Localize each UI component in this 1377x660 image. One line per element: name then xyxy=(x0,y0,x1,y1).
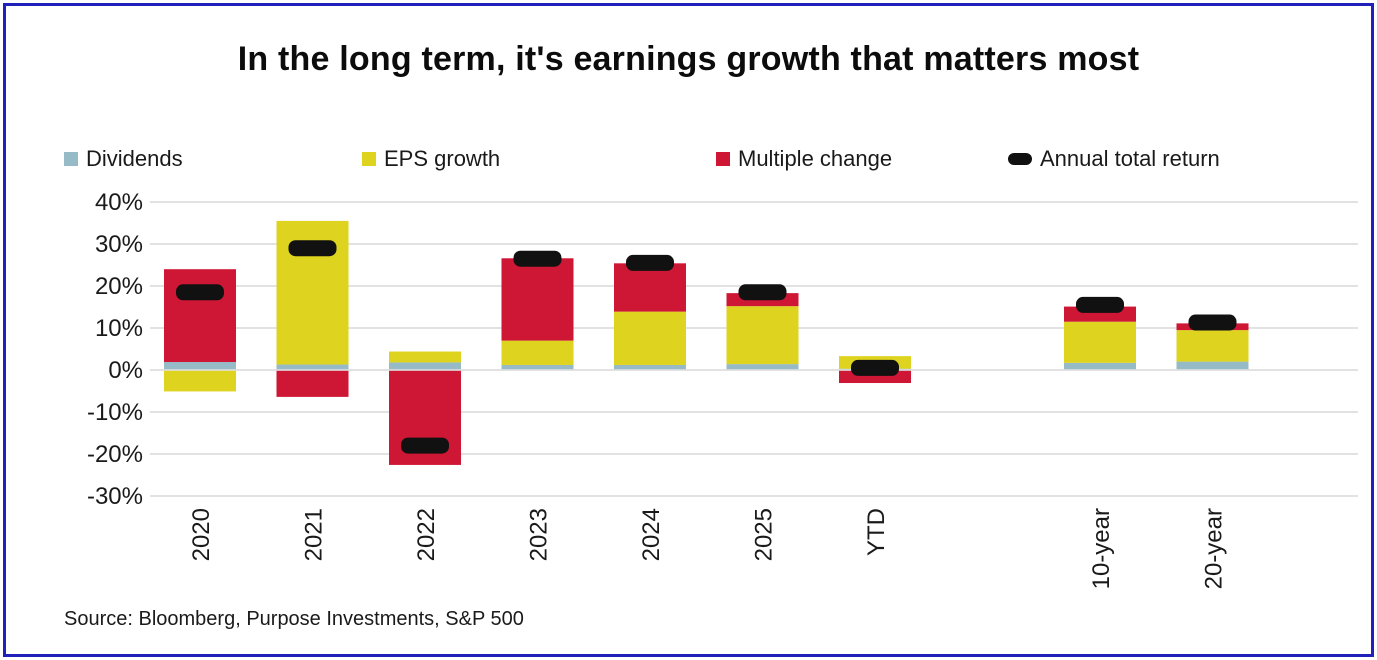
bar-segment xyxy=(164,370,236,392)
x-axis-category-label: 2021 xyxy=(301,508,328,561)
multiple-change-swatch-icon xyxy=(716,152,730,166)
bar-segment xyxy=(501,340,574,365)
bar-segment xyxy=(726,306,799,365)
annual-total-return-swatch-icon xyxy=(1008,153,1032,165)
legend-label-annual-total-return: Annual total return xyxy=(1040,146,1220,171)
dividends-swatch-icon xyxy=(64,152,78,166)
chart-title: In the long term, it's earnings growth t… xyxy=(237,40,1140,78)
bar-segment xyxy=(1064,321,1136,363)
bar-segment xyxy=(1064,362,1136,370)
eps-growth-swatch-icon xyxy=(362,152,376,166)
bar-segment xyxy=(614,364,686,370)
annual-total-return-marker xyxy=(513,250,562,267)
legend-label-multiple-change: Multiple change xyxy=(738,146,893,171)
x-axis-category-label: YTD xyxy=(863,508,890,556)
annual-total-return-marker xyxy=(851,359,899,376)
x-axis-category-label: 2023 xyxy=(526,508,553,561)
bar-segment xyxy=(614,311,686,365)
annual-total-return-marker xyxy=(176,284,224,301)
bar-segment xyxy=(276,370,349,397)
annual-total-return-marker xyxy=(288,240,337,257)
y-axis-tick-label: 0% xyxy=(108,357,143,384)
x-axis-category-label: 2022 xyxy=(413,508,440,561)
legend-label-dividends: Dividends xyxy=(86,146,183,171)
legend-item-annual-total-return: Annual total return xyxy=(1008,146,1220,172)
bar-segment xyxy=(164,269,236,363)
bar-segment xyxy=(276,364,349,370)
annual-total-return-marker xyxy=(738,284,787,301)
bar-segment xyxy=(614,263,686,312)
annual-total-return-marker xyxy=(626,254,674,271)
annual-total-return-marker xyxy=(1188,314,1237,331)
source-note: Source: Bloomberg, Purpose Investments, … xyxy=(64,608,524,630)
annual-total-return-marker xyxy=(1076,296,1124,313)
y-axis-tick-label: 30% xyxy=(95,231,143,258)
bar-segment xyxy=(389,351,461,363)
bar-segment xyxy=(389,362,461,370)
bar-segment xyxy=(1176,330,1249,362)
bar-segment xyxy=(501,258,574,341)
x-axis-category-label: 2024 xyxy=(638,508,665,561)
x-axis-category-label: 20-year xyxy=(1201,508,1228,589)
bar-segment xyxy=(1176,361,1249,370)
x-axis-category-label: 2025 xyxy=(751,508,778,561)
bar-segment xyxy=(726,364,799,370)
legend-item-multiple-change: Multiple change xyxy=(716,146,892,172)
bar-segment xyxy=(501,364,574,370)
y-axis-tick-label: -30% xyxy=(87,483,143,510)
bar-segment xyxy=(164,362,236,370)
y-axis-tick-label: -10% xyxy=(87,399,143,426)
legend-item-dividends: Dividends xyxy=(64,146,183,172)
y-axis-tick-label: -20% xyxy=(87,441,143,468)
legend-item-eps-growth: EPS growth xyxy=(362,146,500,172)
legend-label-eps-growth: EPS growth xyxy=(384,146,501,171)
y-axis-tick-label: 10% xyxy=(95,315,143,342)
x-axis-category-label: 2020 xyxy=(188,508,215,561)
x-axis-category-label: 10-year xyxy=(1088,508,1115,589)
annual-total-return-marker xyxy=(401,437,449,454)
y-axis-tick-label: 40% xyxy=(95,189,143,216)
y-axis-tick-label: 20% xyxy=(95,273,143,300)
